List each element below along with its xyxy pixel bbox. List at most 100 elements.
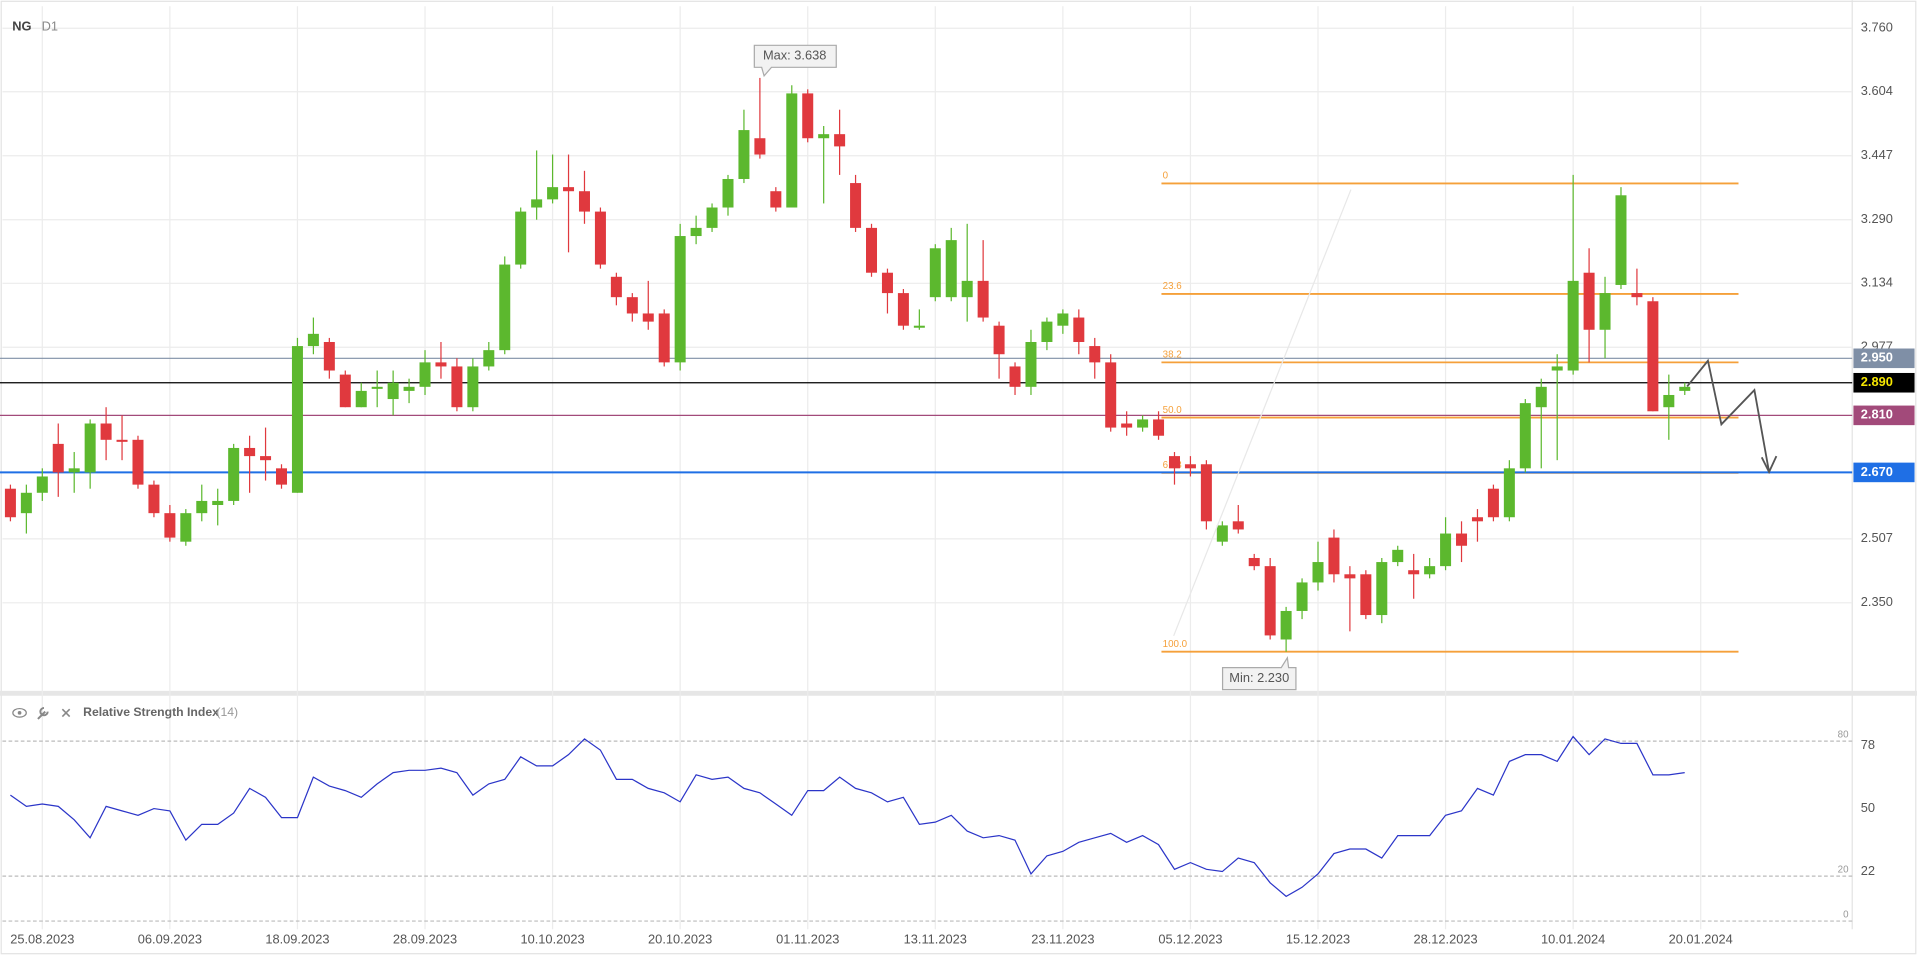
candle-body bbox=[1471, 517, 1483, 522]
grid: 25.08.2023 06.09.2023 18.09.2023 28.09.2023… bbox=[2, 6, 1893, 947]
candle-body bbox=[897, 293, 909, 326]
timeframe: D1 bbox=[42, 18, 58, 33]
x-tick-label: 01.11.2023 bbox=[776, 932, 839, 947]
candle-body bbox=[1137, 419, 1149, 428]
candle-body bbox=[1376, 562, 1388, 616]
candle-body bbox=[1663, 394, 1675, 408]
candle-body bbox=[1041, 321, 1053, 342]
x-tick-label: 18.09.2023 bbox=[265, 932, 329, 947]
candle-body bbox=[307, 333, 319, 347]
rsi-period: (14) bbox=[216, 705, 238, 719]
main-chart: 023.638.250.061.8100.02.9502.8902.8102.6… bbox=[0, 77, 1915, 653]
trend-line bbox=[1173, 189, 1352, 637]
candle-body bbox=[499, 264, 511, 351]
candle-body bbox=[100, 423, 112, 440]
max-box bbox=[753, 44, 837, 78]
y-tick-label: 3.760 bbox=[1861, 20, 1893, 35]
candle-body bbox=[515, 211, 527, 265]
rsi-level-label: 80 bbox=[1838, 730, 1849, 741]
candle-body bbox=[993, 325, 1005, 355]
candle-body bbox=[1631, 293, 1643, 298]
x-tick-label: 10.01.2024 bbox=[1541, 932, 1605, 947]
candle-body bbox=[260, 456, 272, 461]
y-tick-label: 2.350 bbox=[1861, 594, 1893, 609]
rsi-title: Relative Strength Index bbox=[83, 705, 219, 719]
candle-body bbox=[850, 183, 862, 228]
candle-body bbox=[36, 476, 48, 493]
rsi-level-label: 20 bbox=[1838, 865, 1849, 876]
candle-body bbox=[1184, 464, 1196, 469]
candle-body bbox=[52, 443, 64, 473]
candle-body bbox=[802, 93, 814, 139]
candle-body bbox=[1105, 362, 1117, 428]
min-label: Min: 2.230 bbox=[1229, 670, 1289, 685]
candle-body bbox=[1519, 403, 1531, 469]
candle-body bbox=[180, 513, 192, 542]
candle-body bbox=[531, 199, 543, 208]
candle-body bbox=[706, 207, 718, 228]
price-level-label: 2.810 bbox=[1861, 407, 1893, 422]
x-tick-label: 10.10.2023 bbox=[520, 932, 584, 947]
fib-label: 0 bbox=[1163, 171, 1169, 182]
candle-body bbox=[1647, 301, 1659, 412]
candle-body bbox=[1503, 468, 1515, 518]
candle-body bbox=[451, 366, 463, 408]
candle-body bbox=[1057, 313, 1069, 326]
candle-body bbox=[1153, 419, 1165, 436]
candle-body bbox=[1264, 566, 1276, 636]
candle-body bbox=[1679, 386, 1691, 391]
rsi-tick-label: 50 bbox=[1861, 800, 1875, 815]
rsi-tick-label: 78 bbox=[1861, 737, 1875, 752]
candle-body bbox=[961, 280, 973, 298]
x-tick-label: 20.01.2024 bbox=[1669, 932, 1733, 947]
candle-body bbox=[770, 191, 782, 208]
candle-body bbox=[547, 187, 559, 200]
fib-label: 50.0 bbox=[1163, 405, 1183, 416]
candle-body bbox=[945, 240, 957, 298]
candle-body bbox=[578, 191, 590, 212]
candle-body bbox=[467, 366, 479, 408]
panel-separator bbox=[0, 690, 1917, 696]
candle-body bbox=[1424, 566, 1436, 575]
candle-body bbox=[1360, 574, 1372, 616]
candle-body bbox=[1216, 525, 1228, 542]
candle-body bbox=[483, 350, 495, 367]
close-icon[interactable] bbox=[61, 708, 71, 718]
rsi-chart: 80 20 0 78 50 22 bbox=[2, 730, 1875, 922]
candle-body bbox=[1392, 549, 1404, 563]
x-tick-label: 23.11.2023 bbox=[1031, 932, 1094, 947]
candle-body bbox=[1328, 537, 1340, 575]
x-tick-label: 13.11.2023 bbox=[904, 932, 967, 947]
candle-body bbox=[1344, 574, 1356, 579]
settings-icon[interactable] bbox=[37, 706, 49, 720]
max-label: Max: 3.638 bbox=[763, 48, 826, 63]
candle-body bbox=[20, 492, 32, 514]
candle-body bbox=[690, 227, 702, 237]
x-tick-label: 06.09.2023 bbox=[138, 932, 202, 947]
candle-body bbox=[977, 280, 989, 318]
candle-body bbox=[834, 134, 846, 147]
candle-body bbox=[754, 138, 766, 155]
candle-body bbox=[658, 313, 670, 363]
x-tick-label: 20.10.2023 bbox=[648, 932, 712, 947]
candle-body bbox=[1535, 386, 1547, 408]
candle-body bbox=[866, 227, 878, 273]
candle-body bbox=[818, 134, 830, 139]
candle-body bbox=[339, 374, 351, 408]
candle-body bbox=[291, 346, 303, 493]
max-annotation: Max: 3.638 bbox=[753, 44, 837, 78]
rsi-header: Relative Strength Index (14) bbox=[12, 705, 238, 720]
candle-body bbox=[594, 211, 606, 265]
candle-body bbox=[435, 362, 447, 367]
candle-body bbox=[1551, 366, 1563, 371]
candle-body bbox=[244, 447, 256, 457]
candle-body bbox=[1009, 366, 1021, 387]
rsi-tick-label: 22 bbox=[1861, 863, 1875, 878]
eye-icon[interactable] bbox=[12, 707, 27, 718]
candle-body bbox=[1025, 341, 1037, 387]
y-tick-label: 3.290 bbox=[1861, 211, 1893, 226]
y-tick-label: 2.507 bbox=[1861, 530, 1893, 545]
